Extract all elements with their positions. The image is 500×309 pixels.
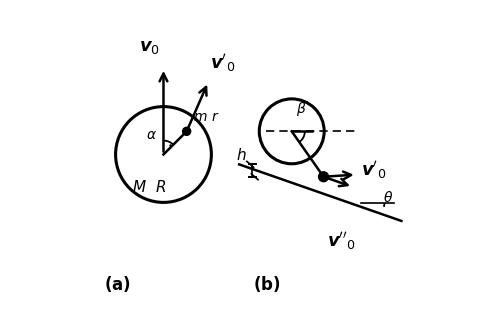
Text: $\mathbf{(a)}$: $\mathbf{(a)}$ [104,274,130,294]
Circle shape [318,172,328,182]
Text: $\boldsymbol{v}_0$: $\boldsymbol{v}_0$ [139,38,160,56]
Text: $M\ \ R$: $M\ \ R$ [132,179,166,195]
Text: $\boldsymbol{v}'_0$: $\boldsymbol{v}'_0$ [361,159,386,181]
Text: $\boldsymbol{v}''_0$: $\boldsymbol{v}''_0$ [327,230,356,252]
Circle shape [182,127,190,135]
Text: $m\ r$: $m\ r$ [193,110,220,124]
Text: $h$: $h$ [236,146,247,163]
Text: $\alpha$: $\alpha$ [146,128,158,142]
Text: $\boldsymbol{v}'_0$: $\boldsymbol{v}'_0$ [210,52,235,74]
Text: $\mathbf{(b)}$: $\mathbf{(b)}$ [253,274,281,294]
Text: $\beta$: $\beta$ [296,100,306,118]
Text: $\theta$: $\theta$ [383,190,393,205]
